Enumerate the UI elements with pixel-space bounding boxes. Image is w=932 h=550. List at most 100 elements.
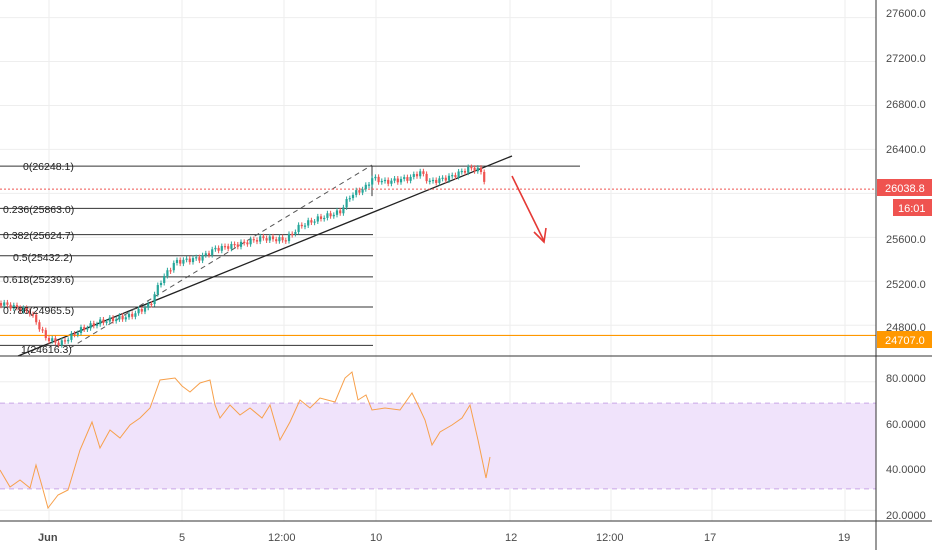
candle-body bbox=[3, 302, 6, 306]
fib-label-0382: 0.382(25624.7) bbox=[3, 230, 74, 242]
candle-body bbox=[252, 239, 255, 241]
candle-body bbox=[310, 220, 313, 223]
candle-body bbox=[393, 178, 396, 181]
candle-body bbox=[108, 317, 111, 322]
rsi-tick: 40.0000 bbox=[886, 464, 926, 476]
time-tick: 12 bbox=[505, 532, 517, 544]
candle-body bbox=[153, 294, 156, 305]
candle-body bbox=[377, 176, 380, 183]
down-arrow-shaft bbox=[511, 175, 545, 242]
candle-body bbox=[345, 199, 348, 208]
price-tick: 27600.0 bbox=[886, 8, 926, 20]
candle-body bbox=[89, 323, 92, 329]
candle-body bbox=[230, 243, 233, 249]
candlestick-series bbox=[0, 164, 486, 348]
candle-body bbox=[457, 171, 460, 178]
rsi-tick: 80.0000 bbox=[886, 373, 926, 385]
candle-body bbox=[396, 178, 399, 183]
candle-body bbox=[463, 170, 467, 173]
candle-body bbox=[19, 307, 22, 312]
rsi-axis[interactable]: 80.0000 60.0000 40.0000 20.0000 bbox=[886, 373, 926, 522]
candle-body bbox=[403, 177, 406, 179]
fibonacci-labels: 0(26248.1) 0.236(25863.0) 0.382(25624.7)… bbox=[3, 161, 74, 356]
candle-body bbox=[105, 321, 108, 323]
candle-body bbox=[25, 307, 28, 311]
countdown-value: 16:01 bbox=[898, 203, 926, 215]
candle-body bbox=[185, 258, 188, 260]
candle-body bbox=[73, 333, 76, 335]
price-tick: 26400.0 bbox=[886, 144, 926, 156]
candle-body bbox=[31, 314, 35, 316]
candle-body bbox=[428, 180, 431, 182]
candle-body bbox=[419, 171, 422, 177]
candle-body bbox=[198, 257, 201, 261]
candle-body bbox=[147, 303, 150, 308]
candle-body bbox=[326, 213, 329, 218]
candle-body bbox=[271, 236, 275, 240]
candle-body bbox=[57, 342, 60, 346]
candle-body bbox=[188, 258, 191, 263]
candle-body bbox=[476, 167, 479, 172]
candle-body bbox=[374, 176, 377, 179]
candle-body bbox=[115, 319, 118, 322]
time-tick: 12:00 bbox=[268, 532, 296, 544]
candle-body bbox=[207, 253, 211, 256]
fib-label-1: 1(24616.3) bbox=[21, 344, 72, 356]
time-axis[interactable]: Jun 5 12:00 10 12 12:00 17 19 bbox=[38, 532, 850, 544]
price-tick: 25600.0 bbox=[886, 234, 926, 246]
candle-body bbox=[342, 207, 345, 214]
candle-body bbox=[249, 239, 252, 245]
last-price-value: 26038.8 bbox=[885, 183, 925, 195]
candle-body bbox=[300, 224, 303, 227]
candle-body bbox=[195, 257, 198, 259]
candle-body bbox=[6, 302, 9, 305]
candle-body bbox=[44, 330, 47, 339]
time-tick: 10 bbox=[370, 532, 382, 544]
candle-body bbox=[262, 236, 265, 239]
candle-body bbox=[431, 179, 435, 182]
candle-body bbox=[211, 249, 214, 256]
candle-body bbox=[422, 171, 425, 174]
price-axis[interactable]: 27600.0 27200.0 26800.0 26400.0 25600.0 … bbox=[886, 8, 926, 334]
countdown-badge: 16:01 bbox=[893, 199, 932, 216]
candle-body bbox=[9, 304, 12, 309]
candle-body bbox=[399, 178, 403, 183]
price-tick: 25200.0 bbox=[886, 279, 926, 291]
candle-body bbox=[447, 175, 451, 181]
candle-body bbox=[355, 190, 358, 195]
candle-body bbox=[127, 313, 131, 318]
candle-body bbox=[451, 175, 454, 177]
candle-body bbox=[236, 244, 239, 247]
candle-body bbox=[294, 231, 297, 234]
candle-body bbox=[54, 338, 57, 343]
time-tick: Jun bbox=[38, 532, 58, 544]
candle-body bbox=[361, 189, 364, 193]
candle-body bbox=[412, 174, 415, 177]
candle-body bbox=[227, 246, 230, 249]
candle-body bbox=[60, 340, 63, 346]
candle-body bbox=[223, 246, 227, 248]
candle-body bbox=[12, 305, 15, 309]
support-price-value: 24707.0 bbox=[885, 335, 925, 347]
candle-body bbox=[415, 174, 419, 177]
time-tick: 17 bbox=[704, 532, 716, 544]
candle-body bbox=[243, 241, 246, 244]
candle-body bbox=[124, 317, 127, 320]
rsi-tick: 60.0000 bbox=[886, 419, 926, 431]
candle-body bbox=[35, 314, 38, 323]
candle-body bbox=[175, 259, 179, 263]
time-tick: 5 bbox=[179, 532, 185, 544]
candle-body bbox=[287, 233, 291, 242]
candle-body bbox=[319, 216, 323, 219]
candle-body bbox=[371, 178, 374, 185]
candle-body bbox=[246, 242, 249, 245]
candle-body bbox=[201, 255, 204, 261]
candle-body bbox=[268, 236, 271, 241]
candle-body bbox=[63, 340, 67, 342]
candle-body bbox=[38, 322, 41, 330]
candle-body bbox=[92, 323, 95, 326]
candle-body bbox=[111, 317, 115, 322]
candle-body bbox=[166, 270, 169, 276]
candle-body bbox=[159, 282, 163, 286]
